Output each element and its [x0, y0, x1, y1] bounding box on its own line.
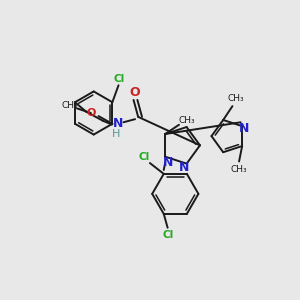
- Text: Cl: Cl: [114, 74, 125, 84]
- Text: N: N: [238, 122, 249, 135]
- Text: CH₃: CH₃: [62, 101, 78, 110]
- Text: N: N: [113, 116, 123, 130]
- Text: Cl: Cl: [163, 230, 174, 240]
- Text: O: O: [86, 108, 95, 118]
- Text: O: O: [130, 86, 140, 99]
- Text: CH₃: CH₃: [178, 116, 195, 125]
- Text: CH₃: CH₃: [227, 94, 244, 103]
- Text: CH₃: CH₃: [231, 165, 248, 174]
- Text: N: N: [163, 156, 173, 169]
- Text: N: N: [178, 161, 189, 174]
- Text: Cl: Cl: [138, 152, 149, 162]
- Text: H: H: [112, 129, 120, 139]
